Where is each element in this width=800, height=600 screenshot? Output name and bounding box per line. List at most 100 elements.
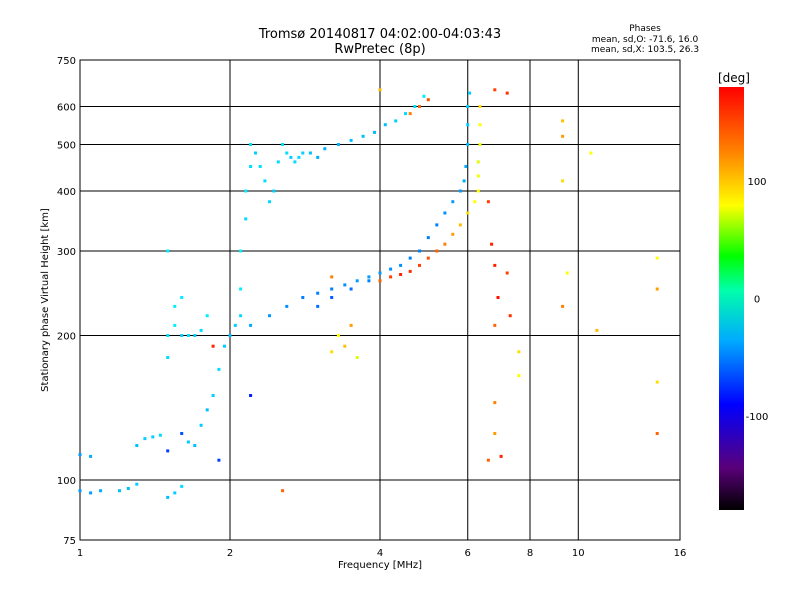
data-point [272,189,276,193]
data-point [166,334,170,337]
data-point [301,296,305,299]
data-point [330,287,334,291]
data-point [316,291,320,295]
data-point [118,489,121,493]
data-point [443,242,447,246]
data-point [301,151,305,155]
data-point [355,356,359,359]
data-point [99,489,103,493]
data-point [217,458,221,462]
data-point [378,88,382,92]
y-tick-label: 100 [57,476,76,487]
data-point [289,155,293,159]
data-point [180,484,184,488]
data-point [505,271,509,275]
data-point [166,356,170,359]
x-tick-label: 2 [227,548,233,559]
data-point [466,123,470,127]
y-tick-label: 75 [63,536,76,547]
data-point [451,232,455,236]
data-point [373,130,376,134]
data-point [655,380,659,384]
data-point [349,287,353,291]
data-point [505,91,509,95]
data-point [135,444,139,447]
data-point [316,304,320,308]
data-point [486,458,490,462]
data-point [158,433,162,437]
data-point [565,271,569,275]
phase-stats-x: mean, sd,X: 103.5, 26.3 [590,45,700,55]
data-point [211,394,215,397]
data-point [199,423,203,427]
x-tick-label: 1 [77,548,83,559]
data-point [418,249,421,253]
data-point [249,143,253,146]
data-point [268,200,271,204]
data-point [308,151,312,155]
data-point [186,440,190,444]
data-point [655,287,659,291]
data-point [228,334,232,337]
data-point [589,151,593,155]
data-point [323,147,327,151]
data-point [418,105,421,108]
data-point [499,454,503,458]
data-point [655,256,659,260]
data-point [186,334,190,337]
data-point [180,296,184,299]
data-point [468,91,471,95]
data-point [478,123,482,127]
data-point [263,179,267,183]
data-point [476,189,480,193]
data-point [408,269,412,273]
data-point [496,296,500,299]
data-point [193,334,197,337]
data-point [426,98,430,102]
data-point [217,367,221,371]
data-point [330,350,334,354]
data-point [476,160,480,164]
data-point [655,432,659,435]
data-point [89,491,93,495]
data-point [451,200,455,204]
y-tick-label: 500 [57,141,76,152]
data-point [443,211,447,215]
colorbar [719,87,744,510]
x-tick-label: 8 [527,548,533,559]
data-point [151,435,155,439]
data-point [349,138,353,142]
data-point [343,344,347,348]
data-point [249,165,253,168]
data-point [349,323,353,327]
data-point [367,279,371,283]
data-point [244,189,248,193]
data-point [466,105,470,108]
data-point [466,143,470,146]
data-point [199,328,203,332]
data-point [173,323,177,327]
data-point [418,263,421,267]
data-point [426,256,430,260]
data-point [458,223,462,227]
data-point [517,374,521,378]
data-point [517,350,521,354]
colorbar-tick-label: -100 [746,412,769,423]
data-point [336,334,340,337]
data-point [239,249,243,253]
data-point [336,143,340,146]
data-point [473,200,477,204]
data-point [78,489,82,493]
data-point [389,267,393,271]
data-point [404,112,407,116]
data-point [173,491,177,495]
data-point [285,304,289,308]
data-point [478,143,482,146]
data-point [486,200,490,204]
data-point [343,283,347,287]
phase-stats-heading: Phases [629,24,661,34]
data-point [166,249,170,253]
data-point [249,323,253,327]
chart-title: Tromsø 20140817 04:02:00-04:03:43 [258,27,502,42]
y-axis-title: Stationary phase Virtual Height [km] [40,208,51,392]
